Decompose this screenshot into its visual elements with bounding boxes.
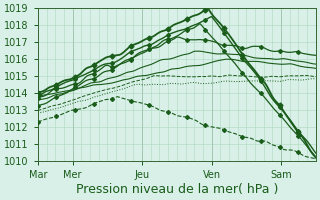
X-axis label: Pression niveau de la mer( hPa ): Pression niveau de la mer( hPa ) <box>76 183 278 196</box>
